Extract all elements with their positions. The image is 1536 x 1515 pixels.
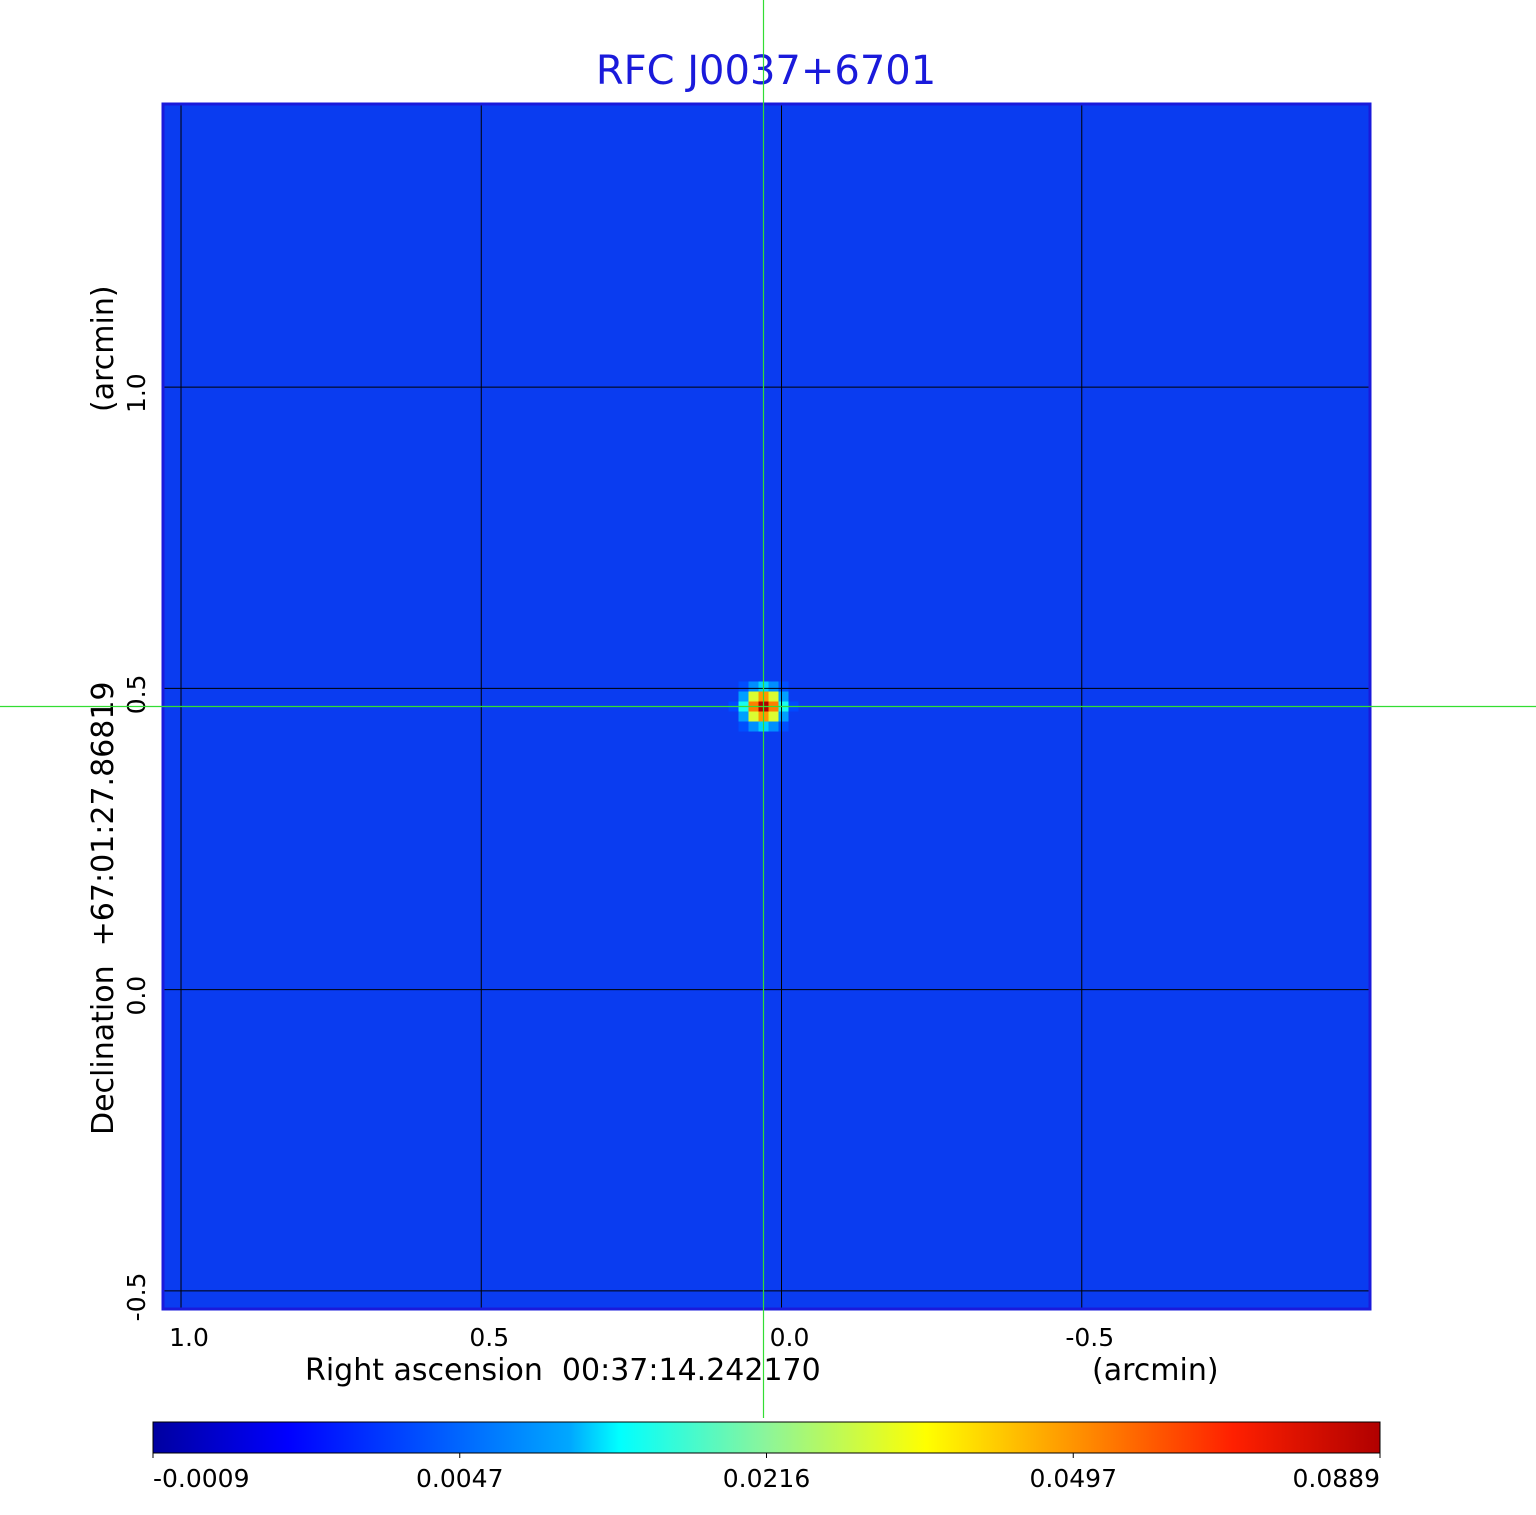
- y-axis-unit: (arcmin): [86, 285, 121, 412]
- colorbar-tick-label: 0.0216: [723, 1464, 810, 1493]
- image-pixel: [778, 711, 789, 722]
- image-pixel: [748, 721, 759, 732]
- y-tick-labels: 1.0 0.5 0.0 -0.5: [122, 373, 151, 1321]
- image-pixel: [778, 681, 789, 692]
- colorbar-tick-label: 0.0047: [416, 1464, 503, 1493]
- colorbar-tick-label: 0.0889: [1293, 1464, 1380, 1493]
- x-tick-label: -0.5: [1065, 1323, 1114, 1352]
- image-pixel: [768, 721, 779, 732]
- x-tick-label: 0.0: [770, 1323, 810, 1352]
- colorbar-tick-label: -0.0009: [153, 1464, 250, 1493]
- colorbar-tick-labels: -0.0009 0.0047 0.0216 0.0497 0.0889: [152, 1453, 1381, 1493]
- image-pixel: [778, 721, 789, 732]
- image-pixel: [738, 681, 749, 692]
- x-tick-label: 1.0: [169, 1323, 209, 1352]
- image-pixel: [748, 711, 759, 722]
- x-axis-label: Right ascension 00:37:14.242170: [305, 1353, 821, 1388]
- image-pixel: [738, 711, 749, 722]
- colorbar-tick-label: 0.0497: [1030, 1464, 1117, 1493]
- y-tick-label: 1.0: [122, 373, 151, 413]
- y-tick-label: 0.0: [122, 976, 151, 1016]
- y-tick-label: -0.5: [122, 1273, 151, 1322]
- image-pixel: [768, 681, 779, 692]
- image-pixel: [768, 691, 779, 702]
- x-axis-unit: (arcmin): [1092, 1353, 1219, 1388]
- image-pixel: [768, 711, 779, 722]
- image-pixel: [738, 721, 749, 732]
- colorbar: [152, 1421, 1381, 1454]
- image-pixel: [738, 691, 749, 702]
- y-tick-label: 0.5: [122, 675, 151, 715]
- x-tick-label: 0.5: [469, 1323, 509, 1352]
- image-pixel: [748, 691, 759, 702]
- y-axis-label: Declination +67:01:27.86819: [86, 681, 121, 1135]
- image-pixel: [748, 681, 759, 692]
- image-pixel: [778, 691, 789, 702]
- x-tick-labels: 1.0 0.5 0.0 -0.5: [169, 1323, 1114, 1352]
- chart-title: RFC J0037+6701: [596, 48, 936, 94]
